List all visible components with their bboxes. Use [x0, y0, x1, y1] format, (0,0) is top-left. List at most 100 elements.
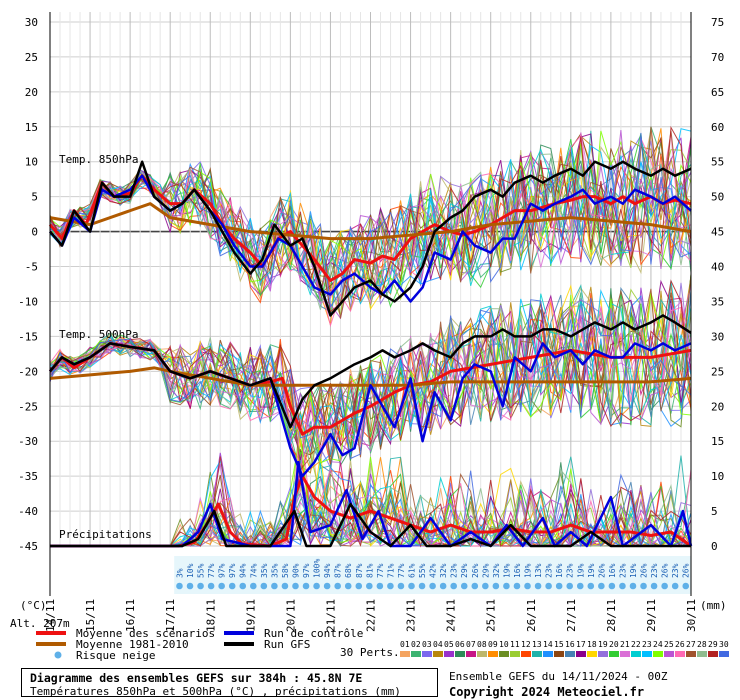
snow-flake-icon — [598, 582, 605, 590]
left-tick-label: -45 — [18, 540, 38, 553]
snow-risk-pct: 26% — [471, 563, 480, 578]
label-t850: Temp. 850hPa — [59, 153, 138, 166]
perturbation-number: 10 — [499, 640, 509, 649]
snow-risk-pct: 77% — [376, 563, 385, 578]
series-1-t500 — [49, 366, 692, 387]
snow-flake-icon — [450, 582, 457, 590]
right-tick-label: 45 — [711, 226, 724, 239]
perturbation-swatch — [664, 651, 674, 657]
snow-flake-icon — [545, 582, 552, 590]
perturbation-swatch — [477, 651, 487, 657]
perturbation-number: 14 — [543, 640, 553, 649]
snow-risk-pct: 61% — [408, 563, 417, 578]
perturbation-number: 30 — [719, 640, 729, 649]
snow-flake-icon — [249, 582, 257, 590]
snow-risk-pct: 26% — [597, 563, 606, 578]
perturbation-swatch — [620, 651, 630, 657]
perturbation-swatch — [499, 651, 509, 657]
altitude-label: Alt. 207m — [10, 617, 70, 630]
perturbation-swatch — [455, 651, 465, 657]
left-tick-label: 25 — [25, 51, 38, 64]
left-tick-label: 5 — [31, 191, 38, 204]
date-label: 18/11 — [204, 599, 217, 632]
snow-flake-icon — [302, 582, 310, 590]
perturbation-28-t500 — [49, 298, 692, 468]
perturbation-number: 03 — [422, 640, 432, 649]
snow-risk-pct: 19% — [587, 563, 596, 578]
date-label: 20/11 — [284, 599, 297, 632]
snow-risk-pct: 29% — [481, 563, 490, 578]
snow-risk-pct: 97% — [302, 563, 311, 578]
snow-risk-pct: 90% — [291, 563, 300, 578]
perturbation-number: 26 — [675, 640, 685, 649]
snow-risk-pct: 55% — [418, 563, 427, 578]
legend-label: Run de contrôle — [264, 627, 363, 640]
date-label: 21/11 — [324, 599, 337, 632]
legend-label: Moyenne 1981-2010 — [76, 638, 189, 651]
snow-risk-pct: 26% — [682, 563, 691, 578]
series-1-t850 — [49, 202, 692, 241]
right-tick-label: 65 — [711, 86, 724, 99]
perturbation-number: 01 — [400, 640, 410, 649]
snow-risk-pct: 23% — [671, 563, 680, 578]
perturbation-number: 09 — [488, 640, 498, 649]
perturbation-swatch — [466, 651, 476, 657]
snow-flake-icon — [228, 582, 236, 590]
snow-risk-pct: 97% — [218, 563, 227, 578]
series-3-precip — [50, 502, 691, 548]
perturbation-number: 13 — [532, 640, 542, 649]
legend-swatch — [224, 631, 254, 635]
legend-label: Run GFS — [264, 638, 310, 651]
snow-risk-pct: 16% — [513, 563, 522, 578]
snow-flake-icon — [492, 582, 500, 590]
legend-swatch — [36, 631, 66, 635]
run-info: Ensemble GEFS du 14/11/2024 - 00Z — [449, 670, 668, 683]
snow-flake-icon — [640, 582, 647, 590]
left-tick-label: -30 — [18, 435, 38, 448]
right-tick-label: 55 — [711, 156, 724, 169]
snow-flake-icon — [418, 582, 426, 590]
left-unit: (°C) — [20, 599, 47, 612]
snow-risk-pct: 16% — [608, 563, 617, 578]
title-box: Diagramme des ensembles GEFS sur 384h : … — [21, 668, 438, 698]
perturbation-number: 15 — [554, 640, 564, 649]
right-tick-label: 35 — [711, 295, 724, 308]
snow-flake-icon — [207, 582, 215, 590]
snow-risk-pct: 10% — [186, 563, 195, 578]
date-label: 15/11 — [84, 599, 97, 632]
date-label: 22/11 — [365, 599, 378, 632]
snow-flake-icon — [671, 582, 679, 590]
snow-risk-pct: 87% — [355, 563, 364, 578]
label-precip: Précipitations — [59, 528, 152, 541]
snow-risk-pct: 74% — [249, 563, 258, 578]
perturbation-number: 04 — [433, 640, 443, 649]
snow-flake-icon — [587, 582, 595, 590]
snow-flake-icon — [355, 582, 363, 590]
snow-flake-icon — [271, 582, 278, 590]
snow-risk-pct: 23% — [618, 563, 627, 578]
snow-risk-pct: 26% — [661, 563, 670, 578]
perturbation-number: 02 — [411, 640, 421, 649]
perturbation-number: 07 — [466, 640, 476, 649]
left-tick-label: 0 — [31, 226, 38, 239]
left-tick-label: -40 — [18, 505, 38, 518]
left-tick-label: -5 — [25, 261, 38, 274]
snow-flake-icon — [524, 582, 531, 590]
highlight-series — [48, 160, 693, 548]
snow-risk-pct: 29% — [460, 563, 469, 578]
pert-count-label: 30 Perts. — [340, 646, 400, 659]
snow-flake-icon — [629, 582, 637, 590]
chart-subtitle: Températures 850hPa et 500hPa (°C) , pré… — [30, 685, 401, 698]
perturbation-number: 12 — [521, 640, 531, 649]
left-tick-label: 30 — [25, 16, 38, 29]
snow-risk-pct: 58% — [281, 563, 290, 578]
perturbation-swatch — [521, 651, 531, 657]
snow-flake-icon — [661, 582, 668, 590]
perturbation-number: 08 — [477, 640, 487, 649]
right-tick-label: 75 — [711, 16, 724, 29]
right-tick-label: 0 — [711, 540, 718, 553]
snow-flake-icon — [513, 582, 521, 590]
snow-flake-icon — [471, 582, 479, 590]
